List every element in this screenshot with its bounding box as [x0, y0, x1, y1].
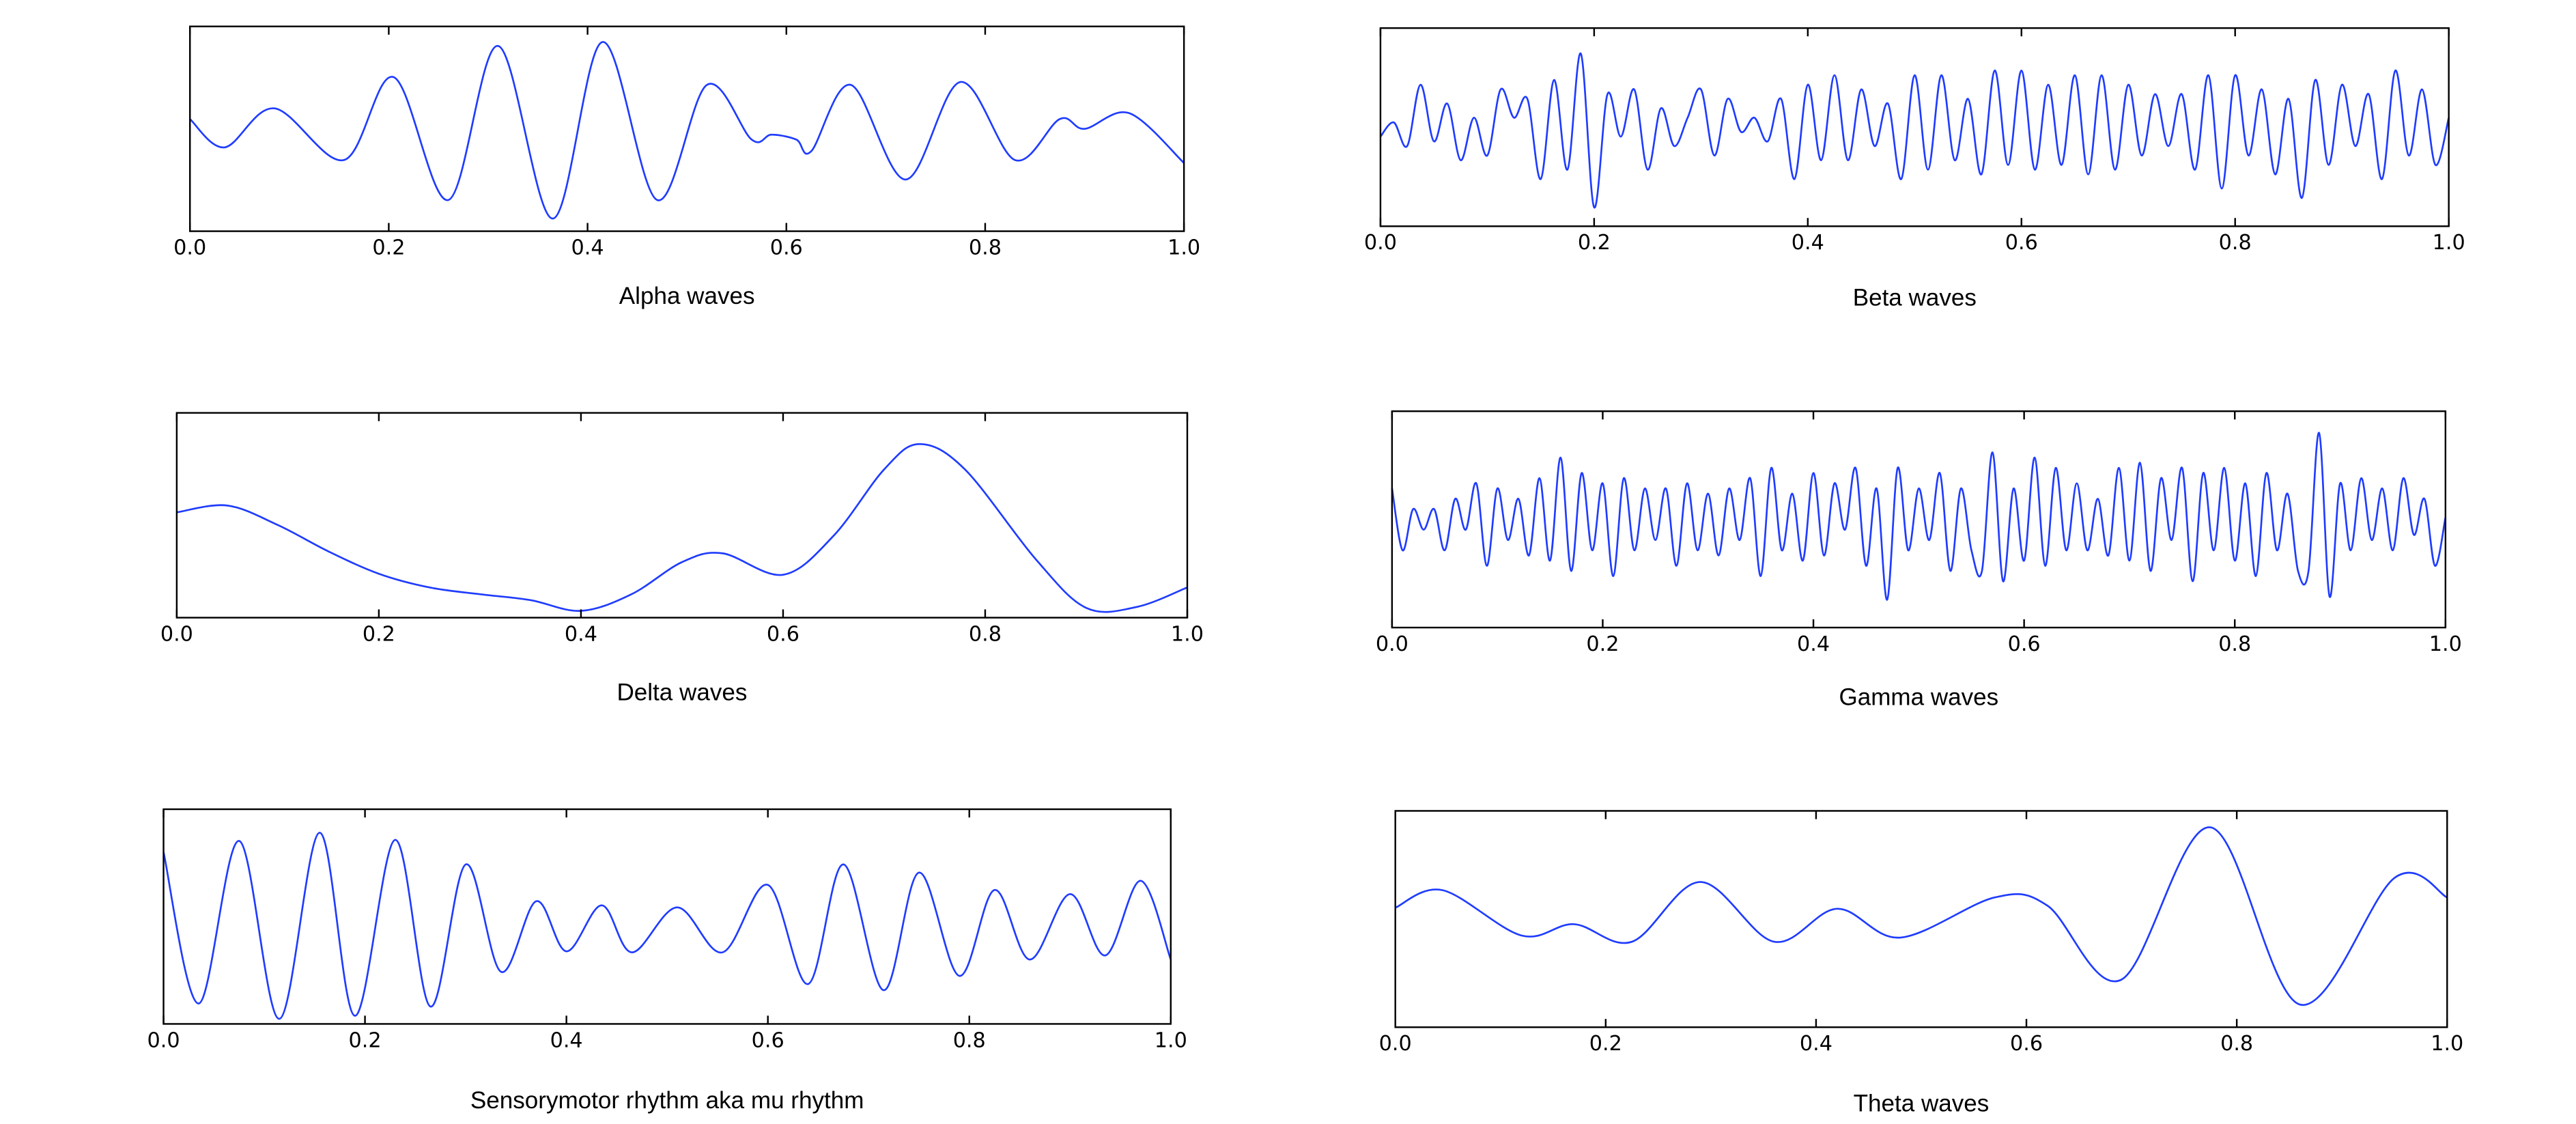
x-tick-label: 1.0 — [2431, 1032, 2463, 1056]
wave-line — [189, 41, 1185, 220]
x-tick-label: 0.4 — [565, 622, 597, 646]
x-tick-label: 0.2 — [349, 1028, 382, 1052]
plot-frame — [162, 808, 1172, 1025]
x-tick-label: 0.8 — [953, 1028, 986, 1052]
x-axis-label: Theta waves — [1854, 1091, 1990, 1117]
plot-frame — [175, 412, 1189, 619]
x-tick-label: 0.0 — [147, 1028, 180, 1052]
wave-line — [176, 442, 1188, 613]
x-axis-label: Beta waves — [1853, 284, 1977, 311]
x-axis-label: Sensorymotor rhythm aka mu rhythm — [470, 1087, 864, 1114]
x-tick-label: 1.0 — [1167, 236, 1200, 259]
x-tick-label: 1.0 — [1171, 622, 1204, 646]
x-tick-label: 0.8 — [2220, 1032, 2253, 1056]
x-tick-label: 0.8 — [2218, 632, 2251, 656]
x-tick-label: 0.6 — [752, 1028, 784, 1052]
x-axis-label: Gamma waves — [1839, 684, 1998, 711]
wave-line — [1379, 53, 2450, 209]
wave-line — [1395, 826, 2448, 1006]
x-tick-label: 0.2 — [1589, 1032, 1622, 1056]
x-tick-label: 0.4 — [571, 236, 604, 259]
wave-line — [162, 832, 1172, 1020]
x-tick-label: 0.4 — [1800, 1032, 1832, 1056]
x-tick-label: 0.2 — [1586, 632, 1619, 656]
x-tick-label: 1.0 — [2429, 632, 2462, 656]
x-tick-label: 0.4 — [1792, 231, 1824, 255]
plot-frame — [1394, 810, 2448, 1028]
x-tick-label: 0.2 — [1578, 231, 1611, 255]
x-tick-label: 0.6 — [2008, 632, 2041, 656]
x-axis-label: Delta waves — [617, 679, 747, 705]
x-tick-label: 0.0 — [173, 236, 206, 259]
x-tick-label: 0.0 — [1376, 632, 1409, 656]
wave-line — [1391, 432, 2447, 601]
x-tick-label: 1.0 — [1155, 1028, 1187, 1052]
x-tick-label: 0.8 — [969, 236, 1002, 259]
x-tick-label: 0.0 — [1364, 231, 1397, 255]
plot-frame — [1379, 27, 2450, 227]
plot-frame — [1391, 410, 2447, 629]
x-tick-label: 0.6 — [2010, 1032, 2043, 1056]
x-tick-label: 0.0 — [1379, 1032, 1412, 1056]
x-axis-label: Alpha waves — [619, 283, 755, 309]
plot-frame — [189, 25, 1185, 232]
x-tick-label: 0.4 — [1797, 632, 1830, 656]
x-tick-label: 0.0 — [160, 622, 193, 646]
x-tick-label: 1.0 — [2433, 231, 2465, 255]
x-tick-label: 0.6 — [2005, 231, 2038, 255]
x-tick-label: 0.6 — [767, 622, 799, 646]
x-tick-label: 0.8 — [2219, 231, 2252, 255]
x-tick-label: 0.2 — [363, 622, 395, 646]
x-tick-label: 0.2 — [372, 236, 405, 259]
x-tick-label: 0.6 — [770, 236, 803, 259]
x-tick-label: 0.8 — [969, 622, 1002, 646]
x-tick-label: 0.4 — [550, 1028, 583, 1052]
